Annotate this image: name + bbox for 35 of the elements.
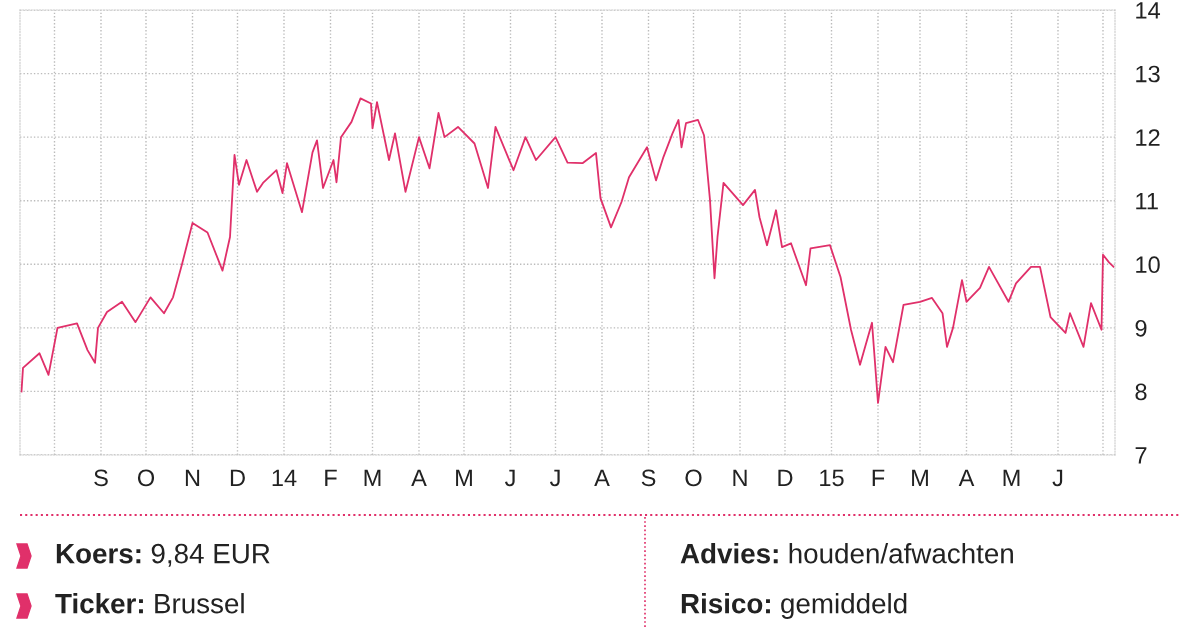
x-tick-label: 14 — [272, 469, 297, 486]
x-tick-label: J — [504, 469, 515, 487]
x-tick-label: A — [958, 469, 975, 486]
x-tick-label: F — [872, 469, 885, 486]
x-tick-label: S — [641, 469, 656, 487]
text: Koers: 9,84 EUR — [56, 543, 270, 567]
x-tick-label: N — [185, 469, 200, 486]
x-tick-label: D — [778, 469, 793, 486]
x-tick-label: D — [230, 469, 245, 486]
x-tick-label: O — [137, 469, 155, 487]
x-tick-label: M — [912, 469, 928, 486]
x-tick-label: M — [364, 469, 381, 486]
y-tick-label: 11 — [1136, 193, 1158, 210]
x-tick-label: M — [456, 469, 472, 486]
x-tick-label: F — [325, 469, 337, 486]
text: Ticker: Brussel — [55, 593, 244, 614]
x-tick-label: A — [594, 469, 610, 486]
text: Risico: gemiddeld — [681, 593, 907, 619]
y-tick-label: 14 — [1136, 2, 1161, 19]
text: Advies: houden/afwachten — [680, 543, 1013, 564]
y-tick-label: 7 — [1135, 447, 1147, 464]
y-tick-label: 12 — [1136, 129, 1160, 146]
x-tick-label: O — [685, 469, 702, 487]
x-tick-label: 15 — [820, 469, 844, 487]
x-tick-label: M — [1003, 469, 1020, 486]
y-tick-label: 8 — [1135, 383, 1147, 401]
x-tick-label: S — [94, 469, 108, 487]
x-tick-label: N — [733, 469, 747, 486]
x-tick-label: J — [549, 469, 560, 487]
line-series — [20, 97, 1115, 404]
y-tick-label: 9 — [1135, 319, 1147, 337]
y-tick-label: 10 — [1136, 256, 1160, 274]
x-tick-label: A — [411, 469, 427, 486]
x-tick-label: J — [1052, 469, 1063, 487]
y-tick-label: 13 — [1136, 65, 1160, 83]
